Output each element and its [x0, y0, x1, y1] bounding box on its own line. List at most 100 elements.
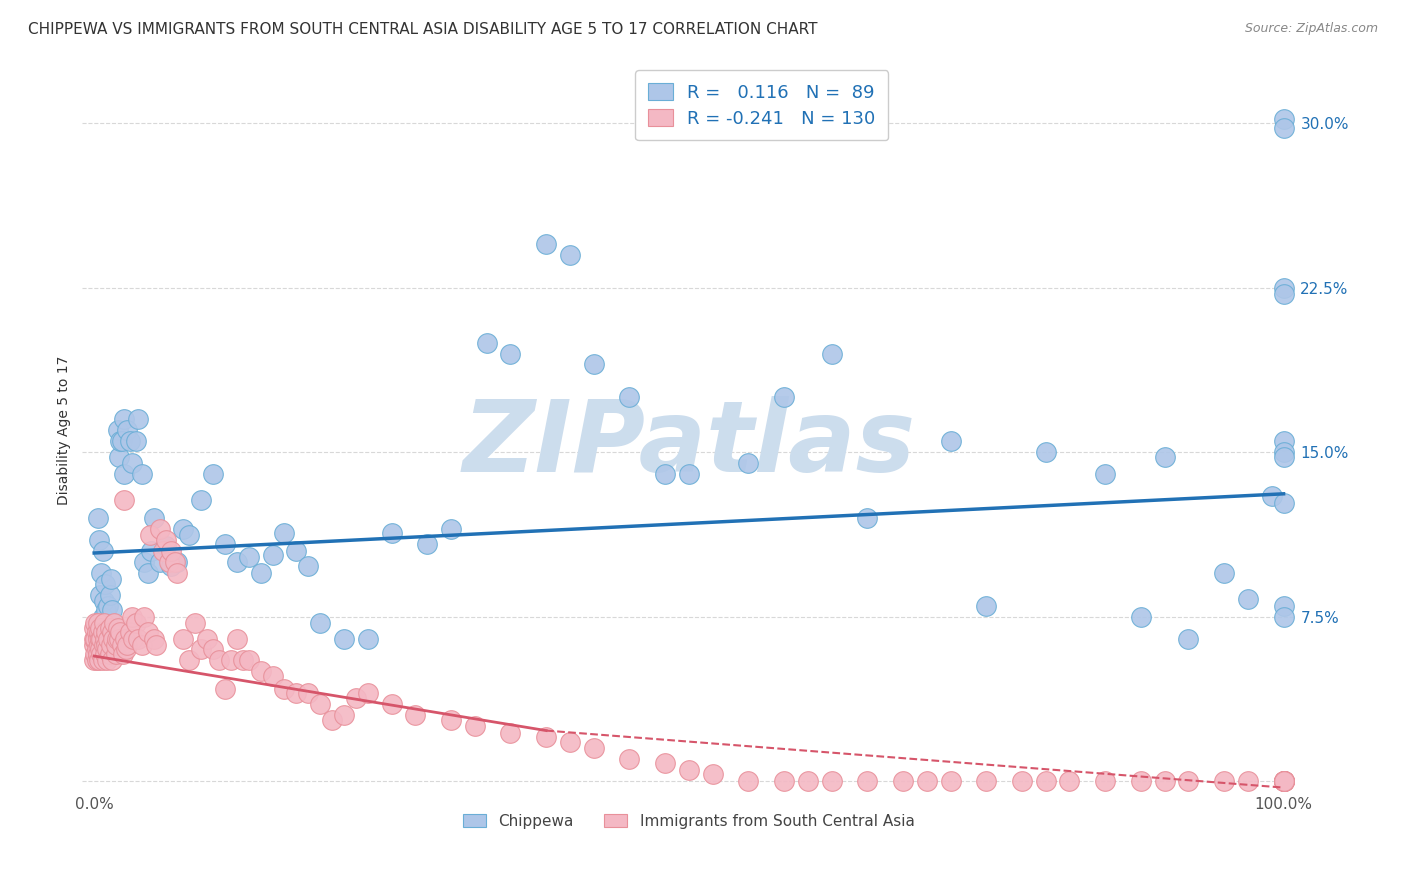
Point: [122, 632, 145, 646]
Point: [619, 390, 641, 404]
Point: [1153, 450, 1175, 464]
Point: [96, 653, 118, 667]
Point: [98, 621, 121, 635]
Point: [94, 632, 117, 646]
Point: [1272, 774, 1295, 789]
Point: [1272, 450, 1295, 464]
Point: [121, 609, 143, 624]
Point: [117, 638, 139, 652]
Point: [797, 774, 820, 789]
Legend: Chippewa, Immigrants from South Central Asia: Chippewa, Immigrants from South Central …: [457, 807, 921, 835]
Point: [152, 544, 174, 558]
Point: [1260, 489, 1282, 503]
Point: [1272, 774, 1295, 789]
Text: CHIPPEWA VS IMMIGRANTS FROM SOUTH CENTRAL ASIA DISABILITY AGE 5 TO 17 CORRELATIO: CHIPPEWA VS IMMIGRANTS FROM SOUTH CENTRA…: [28, 22, 818, 37]
Point: [380, 698, 402, 712]
Point: [115, 642, 138, 657]
Point: [179, 653, 201, 667]
Point: [380, 526, 402, 541]
Point: [96, 642, 118, 657]
Point: [87, 653, 110, 667]
Point: [1094, 774, 1116, 789]
Point: [89, 632, 111, 646]
Point: [125, 616, 148, 631]
Point: [90, 566, 112, 580]
Point: [101, 603, 124, 617]
Point: [91, 653, 114, 667]
Point: [238, 550, 260, 565]
Point: [94, 647, 117, 661]
Point: [654, 756, 676, 771]
Point: [87, 647, 110, 661]
Text: ZIPatlas: ZIPatlas: [463, 396, 915, 493]
Point: [184, 616, 207, 631]
Point: [91, 609, 114, 624]
Point: [820, 346, 842, 360]
Point: [100, 572, 122, 586]
Point: [166, 555, 188, 569]
Point: [333, 632, 356, 646]
Point: [149, 522, 172, 536]
Point: [155, 540, 177, 554]
Point: [1272, 774, 1295, 789]
Point: [93, 638, 115, 652]
Point: [172, 632, 194, 646]
Point: [127, 412, 149, 426]
Point: [939, 434, 962, 449]
Point: [86, 624, 108, 639]
Point: [249, 665, 271, 679]
Point: [104, 638, 127, 652]
Point: [416, 537, 439, 551]
Point: [94, 624, 117, 639]
Point: [915, 774, 938, 789]
Point: [678, 763, 700, 777]
Point: [195, 632, 218, 646]
Point: [87, 511, 110, 525]
Point: [131, 638, 153, 652]
Point: [1272, 120, 1295, 135]
Point: [856, 511, 879, 525]
Point: [262, 669, 284, 683]
Point: [1272, 287, 1295, 301]
Point: [1272, 281, 1295, 295]
Point: [534, 730, 557, 744]
Point: [165, 555, 187, 569]
Point: [214, 537, 236, 551]
Point: [98, 632, 121, 646]
Point: [1129, 609, 1152, 624]
Point: [94, 576, 117, 591]
Point: [344, 690, 367, 705]
Point: [111, 647, 134, 661]
Point: [89, 642, 111, 657]
Point: [90, 647, 112, 661]
Point: [97, 632, 120, 646]
Point: [309, 698, 332, 712]
Point: [141, 544, 163, 558]
Point: [1272, 774, 1295, 789]
Point: [249, 566, 271, 580]
Point: [110, 434, 132, 449]
Point: [136, 624, 159, 639]
Point: [160, 559, 183, 574]
Point: [499, 725, 522, 739]
Point: [1272, 774, 1295, 789]
Point: [101, 624, 124, 639]
Point: [84, 647, 107, 661]
Point: [91, 544, 114, 558]
Point: [160, 544, 183, 558]
Point: [1177, 632, 1199, 646]
Point: [558, 248, 581, 262]
Point: [118, 434, 141, 449]
Point: [1153, 774, 1175, 789]
Point: [103, 624, 125, 639]
Point: [1272, 774, 1295, 789]
Point: [112, 467, 135, 481]
Point: [238, 653, 260, 667]
Point: [179, 528, 201, 542]
Point: [131, 467, 153, 481]
Point: [1272, 774, 1295, 789]
Point: [678, 467, 700, 481]
Point: [83, 638, 105, 652]
Point: [87, 632, 110, 646]
Point: [112, 412, 135, 426]
